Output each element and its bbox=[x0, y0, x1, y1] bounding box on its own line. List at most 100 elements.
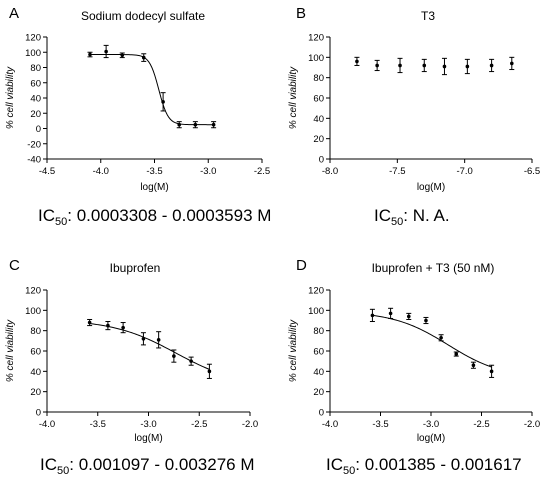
data-point bbox=[189, 359, 193, 363]
y-axis-label: % cell viability bbox=[5, 319, 16, 382]
y-tick-label: 20 bbox=[313, 134, 324, 145]
data-point bbox=[406, 314, 411, 319]
data-point bbox=[156, 338, 161, 342]
x-tick-label: -3.0 bbox=[140, 419, 156, 430]
ic50-prefix: IC bbox=[38, 206, 55, 225]
data-point bbox=[207, 369, 212, 374]
ic50-subscript: 50 bbox=[343, 465, 356, 477]
x-tick-label: -8.0 bbox=[322, 166, 338, 177]
y-tick-label: 20 bbox=[313, 387, 324, 398]
y-tick-label: 20 bbox=[30, 387, 41, 398]
ic50-value: : 0.001385 - 0.001617 bbox=[355, 455, 522, 474]
data-point bbox=[370, 313, 375, 318]
y-tick-label: -20 bbox=[27, 139, 41, 150]
x-tick-label: -4.0 bbox=[93, 166, 109, 177]
y-tick-label: 40 bbox=[30, 94, 41, 105]
y-tick-label: 80 bbox=[30, 63, 41, 74]
y-tick-label: 80 bbox=[313, 73, 324, 84]
x-tick-label: -4.0 bbox=[322, 419, 338, 430]
data-point bbox=[177, 122, 182, 127]
panel-letter: C bbox=[9, 257, 20, 274]
data-point bbox=[489, 369, 494, 374]
data-point bbox=[465, 64, 470, 69]
x-tick-label: -7.5 bbox=[389, 166, 405, 177]
ic50-subscript: 50 bbox=[391, 216, 404, 228]
data-point bbox=[355, 59, 359, 64]
panel-b: B T3 0 20 40 60 80 100 120 -8.0 -7.5 -7.0 -6.5 log(M)… bbox=[288, 5, 540, 193]
y-tick-label: 100 bbox=[25, 306, 41, 317]
ic50-text-b: IC50: N. A. bbox=[374, 206, 450, 228]
panel-title: Sodium dodecyl sulfate bbox=[81, 9, 205, 23]
data-point bbox=[141, 55, 146, 60]
data-point bbox=[489, 63, 494, 68]
data-point bbox=[120, 53, 125, 58]
panel-a: A Sodium dodecyl sulfate -40 -20 0 20 40 60 80 10… bbox=[5, 5, 270, 193]
data-point bbox=[141, 337, 146, 341]
y-tick-label: 120 bbox=[25, 286, 41, 297]
data-point bbox=[454, 352, 459, 356]
panel-title: Ibuprofen bbox=[110, 261, 161, 275]
y-tick-label: 80 bbox=[30, 326, 41, 337]
y-tick-label: 120 bbox=[308, 33, 324, 44]
data-point bbox=[87, 320, 92, 325]
y-tick-label: 120 bbox=[308, 286, 324, 297]
x-axis-label: log(M) bbox=[417, 182, 445, 193]
data-point bbox=[388, 311, 393, 316]
y-axis-label: % cell viability bbox=[5, 66, 16, 129]
panel-title: T3 bbox=[421, 9, 435, 23]
x-axis-label: log(M) bbox=[417, 433, 445, 444]
x-tick-label: -7.0 bbox=[456, 166, 472, 177]
x-tick-label: -2.5 bbox=[191, 419, 207, 430]
x-tick-label: -4.5 bbox=[39, 166, 55, 177]
ic50-subscript: 50 bbox=[57, 465, 70, 477]
panel-letter: B bbox=[296, 5, 306, 22]
y-tick-label: 80 bbox=[313, 326, 324, 337]
panel-d: D Ibuprofen + T3 (50 nM) 0 20 40 60 80 100 120 -4… bbox=[288, 257, 540, 444]
data-point bbox=[193, 122, 198, 127]
ic50-text-d: IC50: 0.001385 - 0.001617 bbox=[326, 455, 522, 477]
x-tick-label: -2.5 bbox=[473, 419, 489, 430]
y-tick-label: 0 bbox=[36, 124, 41, 135]
y-axis-label: % cell viability bbox=[288, 66, 299, 129]
y-tick-label: 60 bbox=[313, 347, 324, 358]
ic50-value: : 0.001097 - 0.003276 M bbox=[69, 455, 255, 474]
panel-letter: A bbox=[9, 5, 19, 22]
ic50-value: : N. A. bbox=[403, 206, 450, 225]
data-point bbox=[161, 100, 165, 104]
x-axis-label: log(M) bbox=[134, 433, 162, 444]
panel-letter: D bbox=[296, 257, 307, 274]
fit-curve bbox=[89, 323, 210, 370]
ic50-text-a: IC50: 0.0003308 - 0.0003593 M bbox=[38, 206, 271, 228]
x-tick-label: -2.0 bbox=[524, 419, 540, 430]
data-point bbox=[510, 61, 514, 66]
y-tick-label: 100 bbox=[308, 306, 324, 317]
data-point bbox=[172, 354, 176, 358]
y-tick-label: 0 bbox=[319, 155, 324, 166]
ic50-text-c: IC50: 0.001097 - 0.003276 M bbox=[40, 455, 255, 477]
x-tick-label: -2.0 bbox=[242, 419, 258, 430]
y-axis-label: % cell viability bbox=[288, 319, 299, 382]
y-tick-label: 100 bbox=[25, 48, 41, 59]
y-tick-label: 100 bbox=[308, 53, 324, 64]
ic50-subscript: 50 bbox=[55, 216, 68, 228]
y-tick-label: 40 bbox=[313, 367, 324, 378]
x-tick-label: -3.0 bbox=[200, 166, 216, 177]
y-tick-label: 0 bbox=[36, 408, 41, 419]
panel-c: C Ibuprofen 0 20 40 60 80 100 120 -4.0 -3.5 -3.0 -2.… bbox=[5, 257, 258, 444]
y-tick-label: 40 bbox=[30, 367, 41, 378]
data-point bbox=[104, 49, 108, 54]
y-tick-label: 120 bbox=[25, 33, 41, 44]
x-tick-label: -3.5 bbox=[372, 419, 388, 430]
data-point bbox=[422, 63, 427, 68]
data-point bbox=[106, 323, 110, 328]
data-point bbox=[424, 318, 428, 323]
ic50-prefix: IC bbox=[40, 455, 57, 474]
data-point bbox=[439, 335, 443, 340]
fit-curve bbox=[372, 314, 492, 368]
x-tick-label: -2.5 bbox=[254, 166, 270, 177]
data-point bbox=[398, 63, 402, 68]
fit-curve bbox=[90, 54, 214, 126]
x-tick-label: -3.0 bbox=[423, 419, 439, 430]
y-tick-label: 20 bbox=[30, 109, 41, 120]
